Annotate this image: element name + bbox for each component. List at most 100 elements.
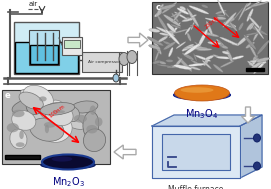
Ellipse shape [213,64,223,72]
Ellipse shape [182,53,194,60]
Text: Mn$_2$O$_3$: Mn$_2$O$_3$ [51,175,85,189]
Ellipse shape [225,23,236,28]
Ellipse shape [44,122,56,128]
Ellipse shape [42,117,72,143]
Ellipse shape [238,22,244,31]
Ellipse shape [244,32,259,36]
Ellipse shape [237,35,249,46]
Ellipse shape [119,53,129,66]
Ellipse shape [51,156,72,162]
Ellipse shape [175,12,188,20]
Ellipse shape [205,55,214,60]
Ellipse shape [26,93,47,115]
FancyBboxPatch shape [30,45,58,64]
Ellipse shape [185,27,191,35]
Ellipse shape [173,7,184,22]
Ellipse shape [175,58,182,66]
Ellipse shape [199,31,219,37]
Ellipse shape [249,62,255,65]
Ellipse shape [156,27,175,36]
Ellipse shape [223,12,236,27]
Polygon shape [114,145,136,159]
Ellipse shape [7,123,19,132]
Ellipse shape [40,100,64,118]
Ellipse shape [217,39,225,47]
Ellipse shape [83,112,99,138]
Ellipse shape [187,33,191,41]
Ellipse shape [258,61,266,64]
Ellipse shape [169,47,173,57]
Ellipse shape [30,109,58,134]
Ellipse shape [206,21,213,36]
Ellipse shape [16,142,25,147]
Ellipse shape [74,115,87,123]
Ellipse shape [177,57,192,72]
Ellipse shape [170,24,181,29]
Ellipse shape [222,51,229,54]
FancyBboxPatch shape [14,22,79,74]
Ellipse shape [113,74,119,82]
Ellipse shape [205,18,218,22]
Ellipse shape [173,29,189,33]
Ellipse shape [173,90,231,100]
Ellipse shape [163,15,181,26]
Ellipse shape [202,60,211,69]
Ellipse shape [21,90,53,105]
Ellipse shape [90,105,96,115]
Ellipse shape [253,26,262,41]
Ellipse shape [155,51,159,62]
Ellipse shape [218,41,222,46]
Ellipse shape [176,42,186,49]
Ellipse shape [249,16,261,30]
Ellipse shape [238,3,247,20]
Polygon shape [240,115,262,178]
Ellipse shape [23,85,53,110]
Ellipse shape [254,58,260,61]
FancyBboxPatch shape [62,37,82,55]
Ellipse shape [250,23,254,30]
Ellipse shape [220,37,238,46]
Text: c: c [156,3,161,12]
FancyBboxPatch shape [15,42,78,73]
Ellipse shape [167,65,180,68]
Polygon shape [241,107,254,123]
Ellipse shape [167,23,176,32]
Ellipse shape [12,110,36,130]
Polygon shape [128,33,148,47]
Ellipse shape [177,8,189,14]
Ellipse shape [201,4,208,8]
Text: Mn$_3$O$_4$: Mn$_3$O$_4$ [185,107,218,121]
Ellipse shape [163,41,173,46]
Ellipse shape [19,92,43,109]
Ellipse shape [39,96,47,101]
Ellipse shape [250,2,269,7]
Ellipse shape [180,6,186,10]
Ellipse shape [95,117,102,126]
Ellipse shape [83,129,106,152]
Ellipse shape [227,50,233,62]
Ellipse shape [246,42,255,48]
Ellipse shape [158,5,175,10]
Ellipse shape [86,125,98,133]
Ellipse shape [191,15,196,18]
Polygon shape [152,126,240,178]
FancyBboxPatch shape [64,40,80,48]
Ellipse shape [252,58,257,64]
Ellipse shape [192,47,208,50]
Text: air: air [28,2,38,8]
Text: Air compressor: Air compressor [88,60,121,64]
Ellipse shape [225,20,233,27]
Ellipse shape [224,17,234,25]
Ellipse shape [215,10,227,14]
Ellipse shape [223,19,235,24]
Ellipse shape [157,15,169,34]
Ellipse shape [232,7,243,22]
Ellipse shape [229,21,237,31]
Ellipse shape [257,40,269,55]
Ellipse shape [168,30,176,33]
Ellipse shape [217,14,226,17]
Ellipse shape [127,50,137,64]
FancyBboxPatch shape [29,30,59,65]
Ellipse shape [65,107,79,122]
Ellipse shape [182,18,195,22]
